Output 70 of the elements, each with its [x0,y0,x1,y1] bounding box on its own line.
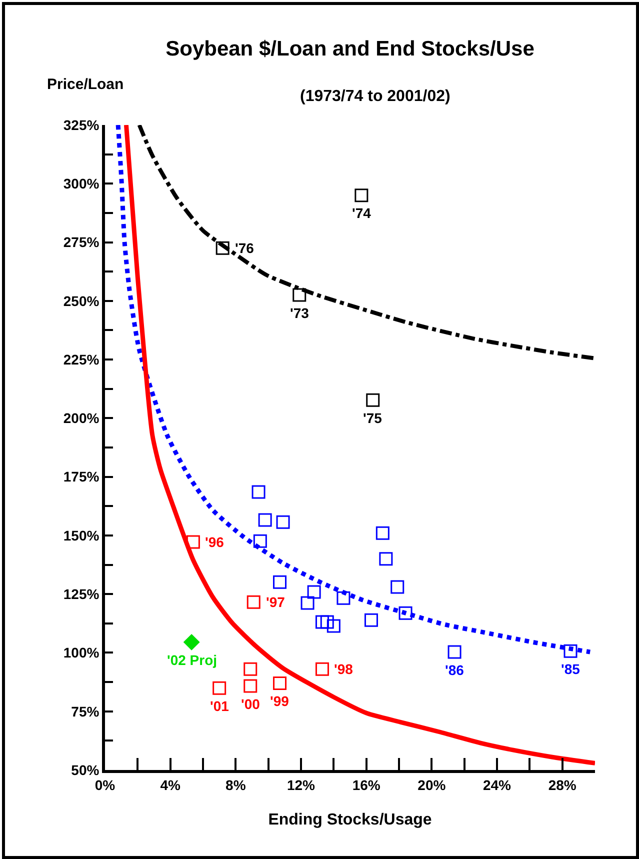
annotation: '86 [445,662,464,678]
point [186,535,200,549]
annotation: '75 [363,410,382,426]
point [216,241,230,255]
point [253,534,267,548]
point [390,580,404,594]
annotation: '97 [266,594,286,610]
y-tick-label: 175% [63,468,100,485]
chart-subtitle: (1973/74 to 2001/02) [300,88,450,105]
y-tick-label: 75% [71,703,100,720]
point [292,288,306,302]
point [244,662,258,676]
point [398,606,412,620]
point [276,515,290,529]
annotation: '85 [561,661,580,677]
annotation: '96 [205,534,224,550]
line-series [137,125,595,360]
point [326,619,340,633]
x-tick-label: 20% [418,776,446,793]
y-tick-label: 50% [71,762,100,778]
line-series [124,125,595,766]
y-tick-label: 125% [63,586,100,602]
line-series [116,125,592,654]
point [273,676,287,690]
point [315,662,329,676]
annotation: '76 [235,240,254,256]
point [252,485,266,499]
x-tick-label: 16% [352,776,381,793]
annotation: '73 [290,305,310,321]
annotation: '02 Proj [167,652,218,668]
annotation: '01 [210,698,230,714]
x-tick-label: 24% [482,776,512,793]
y-tick-label: 225% [63,351,100,368]
point [379,552,393,566]
point [320,615,334,629]
x-tick-label: 12% [286,776,316,793]
x-tick-label: 28% [548,776,577,793]
point [300,596,314,610]
y-tick-label: 250% [63,292,100,309]
point [364,613,378,627]
x-tick-label: 8% [226,776,246,793]
annotation: '00 [241,696,260,712]
y-tick-label: 200% [63,410,100,426]
point [376,526,390,540]
y-tick-label: 275% [63,234,100,250]
chart-title: Soybean $/Loan and End Stocks/Use [166,37,534,60]
x-axis-title: Ending Stocks/Usage [268,812,432,828]
x-tick-label: 0% [94,776,116,793]
point [448,645,462,659]
y-tick-label: 300% [63,176,100,192]
point [354,188,368,202]
y-tick-label: 150% [63,527,100,544]
point [366,393,380,407]
y-axis-title: Price/Loan [47,76,124,93]
annotation: '74 [352,205,372,221]
point [336,591,350,605]
x-tick-label: 4% [160,776,181,793]
point [246,595,260,609]
y-tick-label: 325% [63,116,100,133]
point [212,681,226,695]
annotation: '98 [334,661,354,677]
point [273,575,287,589]
point [315,615,329,629]
annotation: '99 [270,693,290,709]
point [184,634,200,650]
point [244,679,258,693]
point [564,644,578,658]
point [307,585,321,599]
point [258,513,272,527]
y-tick-label: 100% [63,644,100,661]
